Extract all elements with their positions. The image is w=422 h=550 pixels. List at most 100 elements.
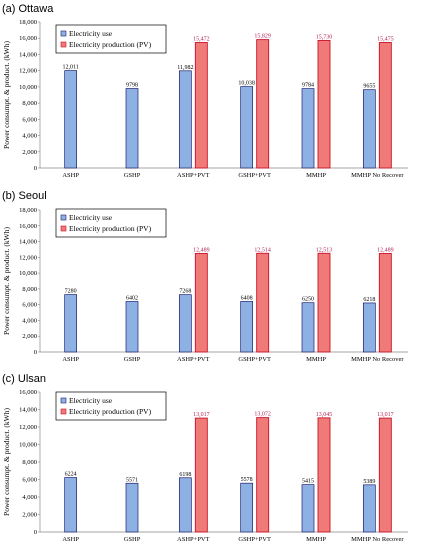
data-label-electricity-production: 15,829 [254, 34, 271, 40]
bar-electricity-production [256, 39, 270, 169]
y-tick-label: 18,000 [19, 207, 37, 214]
x-category-label: ASHP+PVT [177, 356, 210, 363]
bar-electricity-production [317, 417, 331, 533]
bar-electricity-production [256, 417, 270, 533]
bar-electricity-production [256, 252, 270, 353]
bar-electricity-use [362, 484, 376, 533]
x-category-label: MMHP [306, 356, 326, 363]
data-label-electricity-use: 6224 [65, 472, 77, 478]
bar-electricity-use [64, 477, 78, 533]
x-category-label: GSHP+PVT [238, 172, 271, 179]
data-label-electricity-use: 9784 [302, 83, 314, 89]
data-label-electricity-use: 6250 [302, 297, 314, 303]
legend-swatch-electricity-use [60, 397, 67, 404]
bar-electricity-use [301, 88, 315, 169]
data-label-electricity-production: 13,072 [254, 412, 271, 418]
y-tick-label: 4,000 [22, 133, 37, 140]
y-tick-label: 18,000 [19, 19, 37, 26]
x-category-label: MMHP [306, 172, 326, 179]
y-tick-label: 6,000 [22, 302, 37, 309]
data-label-electricity-production: 15,475 [377, 36, 394, 42]
y-tick-label: 0 [34, 529, 37, 536]
y-tick-label: 16,000 [19, 389, 37, 396]
y-tick-label: 12,000 [19, 68, 37, 75]
x-category-label: ASHP [62, 536, 79, 543]
data-label-electricity-production: 12,489 [193, 247, 210, 253]
y-tick-label: 6,000 [22, 116, 37, 123]
legend-label-electricity-use: Electricity use [69, 213, 113, 222]
legend-label-electricity-production: Electricity production (PV) [69, 224, 152, 233]
bar-electricity-production [317, 39, 331, 169]
bar-electricity-use [125, 301, 139, 353]
y-tick-label: 16,000 [19, 35, 37, 42]
data-label-electricity-use: 5571 [126, 477, 138, 483]
x-category-label: GSHP [124, 172, 141, 179]
bar-electricity-use [64, 294, 78, 353]
data-label-electricity-production: 12,513 [316, 247, 333, 253]
data-label-electricity-production: 13,017 [377, 412, 394, 418]
legend-label-electricity-use: Electricity use [69, 396, 113, 405]
x-category-label: GSHP+PVT [238, 356, 271, 363]
x-category-label: MMHP No Recover [351, 172, 404, 179]
panel-title: (c) Ulsan [2, 373, 46, 385]
data-label-electricity-production: 12,489 [377, 247, 394, 253]
bar-electricity-use [178, 477, 192, 533]
y-tick-label: 12,000 [19, 424, 37, 431]
y-tick-label: 14,000 [19, 239, 37, 246]
legend-label-electricity-production: Electricity production (PV) [69, 407, 152, 416]
panel-title: (a) Ottawa [2, 3, 54, 15]
x-category-label: GSHP+PVT [238, 536, 271, 543]
bar-electricity-use [362, 89, 376, 169]
y-tick-label: 8,000 [22, 286, 37, 293]
y-tick-label: 6,000 [22, 477, 37, 484]
x-category-label: ASHP [62, 172, 79, 179]
y-axis-label: Power consumpt. & product. (kWh) [2, 408, 11, 516]
y-tick-label: 0 [34, 349, 37, 356]
bar-electricity-use [240, 301, 254, 353]
data-label-electricity-use: 6402 [126, 295, 138, 301]
panel-title: (b) Seoul [2, 190, 47, 202]
y-tick-label: 8,000 [22, 459, 37, 466]
bar-electricity-production [194, 42, 208, 169]
legend-swatch-electricity-production [60, 408, 67, 415]
bar-electricity-use [125, 88, 139, 169]
legend-swatch-electricity-use [60, 30, 67, 37]
x-category-label: GSHP [124, 356, 141, 363]
data-label-electricity-use: 5415 [302, 479, 314, 485]
data-label-electricity-production: 13,045 [316, 412, 333, 418]
y-tick-label: 2,000 [22, 512, 37, 519]
data-label-electricity-use: 7280 [65, 289, 77, 295]
x-category-label: ASHP [62, 356, 79, 363]
bar-electricity-use [178, 70, 192, 169]
legend-label-electricity-production: Electricity production (PV) [69, 40, 152, 49]
bar-electricity-use [125, 482, 139, 533]
bar-electricity-use [301, 484, 315, 533]
legend-label-electricity-use: Electricity use [69, 29, 113, 38]
y-tick-label: 2,000 [22, 333, 37, 340]
legend-box [55, 24, 167, 54]
bar-electricity-use [301, 302, 315, 353]
x-category-label: ASHP+PVT [177, 536, 210, 543]
x-category-label: GSHP [124, 536, 141, 543]
y-tick-label: 2,000 [22, 149, 37, 156]
data-label-electricity-use: 9798 [126, 83, 138, 89]
y-axis-label: Power consumpt. & product. (kWh) [2, 227, 11, 335]
data-label-electricity-use: 7268 [179, 289, 191, 295]
data-label-electricity-use: 5578 [241, 477, 253, 483]
y-tick-label: 10,000 [19, 84, 37, 91]
x-category-label: MMHP [306, 536, 326, 543]
x-category-label: MMHP No Recover [351, 536, 404, 543]
legend-swatch-electricity-use [60, 214, 67, 221]
y-tick-label: 4,000 [22, 317, 37, 324]
y-tick-label: 10,000 [19, 442, 37, 449]
y-tick-label: 14,000 [19, 51, 37, 58]
data-label-electricity-use: 12,011 [63, 65, 79, 71]
data-label-electricity-use: 6218 [363, 297, 375, 303]
legend-box [55, 391, 167, 421]
y-tick-label: 14,000 [19, 407, 37, 414]
y-tick-label: 16,000 [19, 223, 37, 230]
data-label-electricity-use: 6408 [241, 295, 253, 301]
bar-electricity-production [378, 417, 392, 533]
y-axis-label: Power consumpt. & product. (kWh) [2, 41, 11, 149]
